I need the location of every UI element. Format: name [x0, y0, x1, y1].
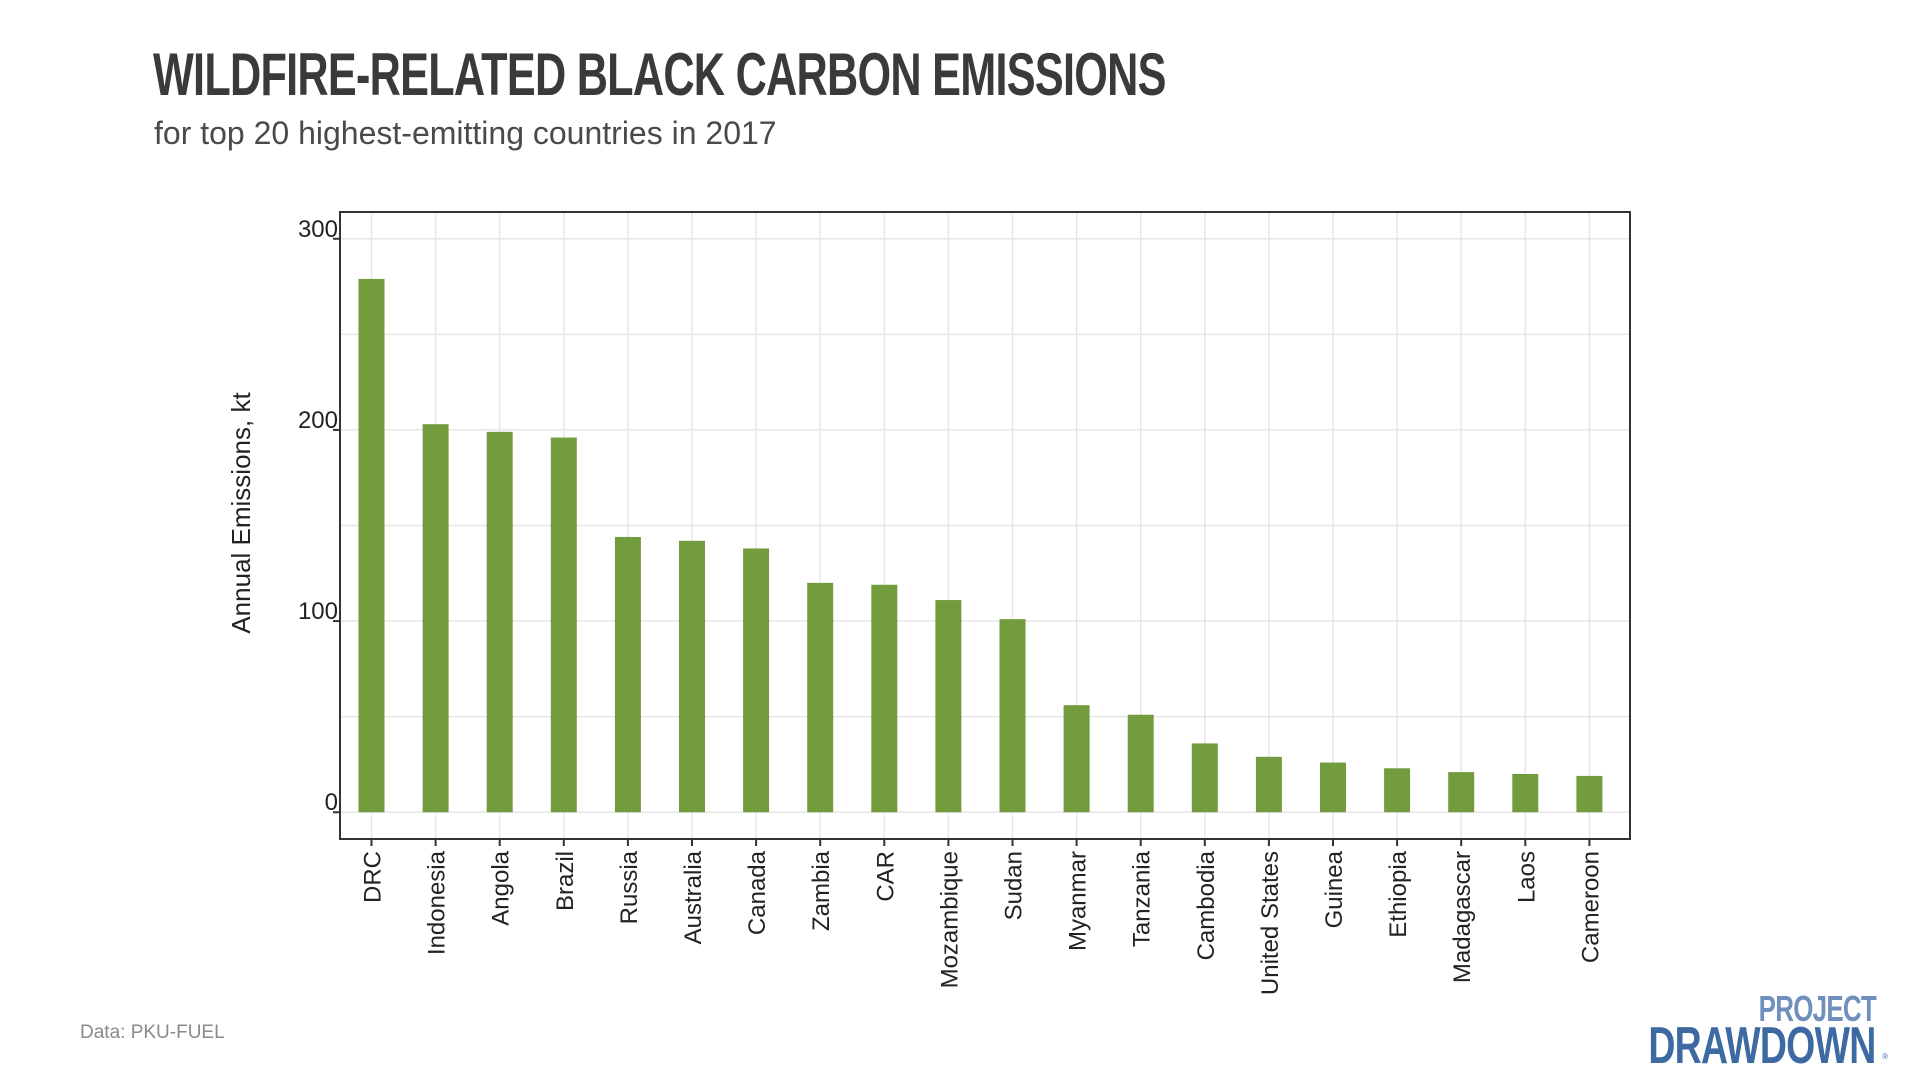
bar-drc [358, 278, 385, 813]
x-tick-label: Mozambique [936, 851, 963, 988]
bar-australia [679, 540, 705, 813]
bar-laos [1512, 774, 1539, 813]
bar-madagascar [1448, 772, 1475, 813]
logo-registered-mark: ® [1882, 1052, 1888, 1061]
x-tick-label: Angola [488, 850, 515, 925]
bars [358, 278, 1603, 813]
bar-myanmar [1063, 705, 1090, 813]
x-tick-label: Canada [744, 850, 771, 935]
bar-mozambique [935, 600, 962, 813]
bar-ethiopia [1384, 768, 1411, 813]
bar-zambia [807, 582, 834, 813]
y-tick-label: 300 [298, 216, 338, 243]
bar-cameroon [1576, 775, 1603, 813]
bar-angola [486, 431, 513, 813]
x-tick-label: Sudan [1001, 851, 1028, 920]
project-drawdown-logo: PROJECT DRAWDOWN ® [1649, 988, 1892, 1075]
x-tick-label: Cameroon [1577, 851, 1604, 963]
x-tick-label: Indonesia [424, 850, 451, 955]
chart-title: WILDFIRE-RELATED BLACK CARBON EMISSIONS [153, 41, 1166, 108]
bar-russia [614, 536, 641, 813]
x-tick-label: DRC [360, 851, 387, 903]
x-tick-label: Brazil [552, 851, 579, 911]
y-tick-label: 100 [298, 598, 338, 625]
grid-lines [340, 212, 1630, 839]
y-axis-label: Annual Emissions, kt [226, 392, 256, 634]
data-source: Data: PKU-FUEL [80, 1022, 225, 1043]
bar-car [871, 584, 898, 813]
x-tick-label: Cambodia [1193, 850, 1220, 960]
bar-cambodia [1191, 743, 1218, 813]
bar-brazil [550, 437, 577, 813]
bar-sudan [999, 619, 1026, 813]
x-axis-ticks: DRC Indonesia Angola Brazil Russia Australia C… [360, 839, 1604, 995]
x-tick-label: Zambia [808, 850, 835, 931]
bar-canada [743, 548, 770, 813]
x-tick-label: United States [1257, 851, 1284, 995]
x-tick-label: Laos [1513, 851, 1540, 903]
chart-subtitle: for top 20 highest-emitting countries in… [154, 115, 777, 151]
y-axis-ticks: 0 100 200 300 [298, 216, 340, 816]
x-tick-label: Tanzania [1129, 850, 1156, 947]
y-tick-label: 0 [325, 789, 338, 816]
x-tick-label: Ethiopia [1385, 850, 1412, 937]
logo-project: PROJECT [1758, 988, 1877, 1029]
plot-frame [339, 211, 1631, 840]
bar-tanzania [1127, 714, 1154, 813]
x-tick-label: Russia [616, 850, 643, 924]
x-tick-label: Madagascar [1449, 851, 1476, 983]
x-tick-label: Myanmar [1065, 851, 1092, 951]
logo-drawdown: DRAWDOWN [1648, 1017, 1877, 1075]
bar-guinea [1320, 762, 1346, 813]
x-tick-label: Guinea [1321, 850, 1348, 928]
y-tick-label: 200 [298, 407, 338, 434]
x-tick-label: Australia [680, 850, 707, 944]
x-tick-label: CAR [872, 851, 899, 902]
bar-united-states [1255, 756, 1282, 813]
bar-indonesia [422, 424, 449, 813]
